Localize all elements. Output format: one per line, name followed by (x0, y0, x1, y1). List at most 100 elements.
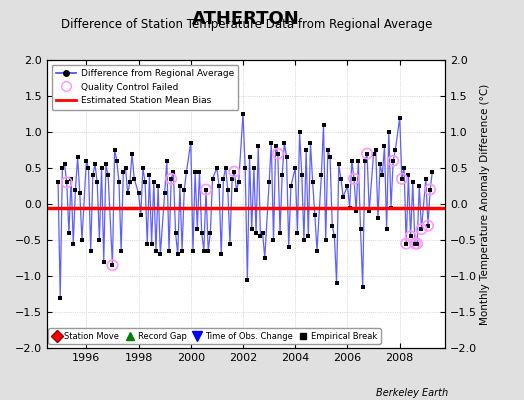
Point (139, 165, 147, 171)
Point (195, 168, 204, 175)
Point (156, 251, 165, 258)
Point (75, 190, 84, 196)
Point (243, 276, 252, 283)
Point (260, 255, 269, 261)
Point (67, 176, 75, 182)
Point (428, 168, 436, 175)
Point (387, 204, 395, 211)
Point (230, 168, 238, 175)
Point (383, 226, 391, 232)
Point (193, 226, 202, 232)
Point (69, 240, 78, 247)
Point (126, 179, 134, 186)
Point (313, 248, 321, 254)
Point (115, 179, 123, 186)
Point (374, 215, 382, 222)
Point (141, 179, 149, 186)
Point (91, 161, 99, 168)
Point (171, 230, 180, 236)
Point (304, 233, 312, 240)
Point (215, 183, 223, 189)
Point (276, 230, 284, 236)
Point (95, 237, 104, 243)
Point (222, 165, 230, 171)
Point (202, 186, 210, 193)
Point (182, 168, 191, 175)
Text: Difference of Station Temperature Data from Regional Average: Difference of Station Temperature Data f… (61, 18, 432, 31)
Point (415, 183, 423, 189)
Point (173, 251, 182, 258)
Point (332, 280, 341, 286)
Point (108, 262, 117, 268)
Point (234, 179, 243, 186)
Point (347, 158, 356, 164)
Point (345, 204, 354, 211)
Point (82, 158, 91, 164)
Point (60, 161, 69, 168)
Point (363, 150, 371, 157)
Point (422, 176, 430, 182)
Point (274, 150, 282, 157)
Y-axis label: Monthly Temperature Anomaly Difference (°C): Monthly Temperature Anomaly Difference (… (480, 83, 490, 325)
Point (149, 179, 158, 186)
Point (300, 237, 308, 243)
Point (280, 140, 289, 146)
Point (226, 240, 234, 247)
Point (250, 165, 258, 171)
Point (282, 154, 291, 160)
Point (398, 176, 406, 182)
Point (413, 240, 421, 247)
Point (100, 258, 108, 265)
Point (56, 294, 64, 301)
Point (78, 237, 86, 243)
Point (180, 186, 189, 193)
Point (407, 233, 415, 240)
Point (319, 122, 328, 128)
Point (396, 114, 404, 121)
Point (376, 161, 384, 168)
Point (363, 150, 371, 157)
Point (309, 179, 317, 186)
Point (369, 150, 378, 157)
Point (404, 172, 412, 178)
Point (311, 212, 319, 218)
Point (380, 143, 389, 150)
Point (162, 158, 171, 164)
Text: Berkeley Earth: Berkeley Earth (376, 388, 448, 398)
Point (187, 140, 195, 146)
Point (256, 233, 265, 240)
Point (417, 226, 425, 232)
Point (137, 212, 145, 218)
Point (350, 176, 358, 182)
Point (58, 165, 67, 171)
Point (398, 176, 406, 182)
Point (269, 237, 278, 243)
Point (337, 176, 345, 182)
Point (293, 230, 302, 236)
Point (167, 176, 176, 182)
Point (350, 176, 358, 182)
Point (62, 179, 71, 186)
Point (145, 172, 154, 178)
Point (224, 186, 232, 193)
Point (134, 190, 143, 196)
Point (104, 172, 112, 178)
Point (241, 165, 249, 171)
Point (93, 179, 102, 186)
Point (239, 111, 247, 117)
Point (424, 222, 432, 229)
Point (217, 251, 225, 258)
Point (335, 161, 343, 168)
Point (86, 248, 95, 254)
Point (291, 165, 299, 171)
Point (402, 240, 410, 247)
Point (113, 158, 121, 164)
Point (417, 226, 425, 232)
Point (245, 154, 254, 160)
Text: ATHERTON: ATHERTON (192, 10, 300, 28)
Point (343, 183, 352, 189)
Point (400, 165, 408, 171)
Point (191, 168, 199, 175)
Point (124, 190, 132, 196)
Point (361, 158, 369, 164)
